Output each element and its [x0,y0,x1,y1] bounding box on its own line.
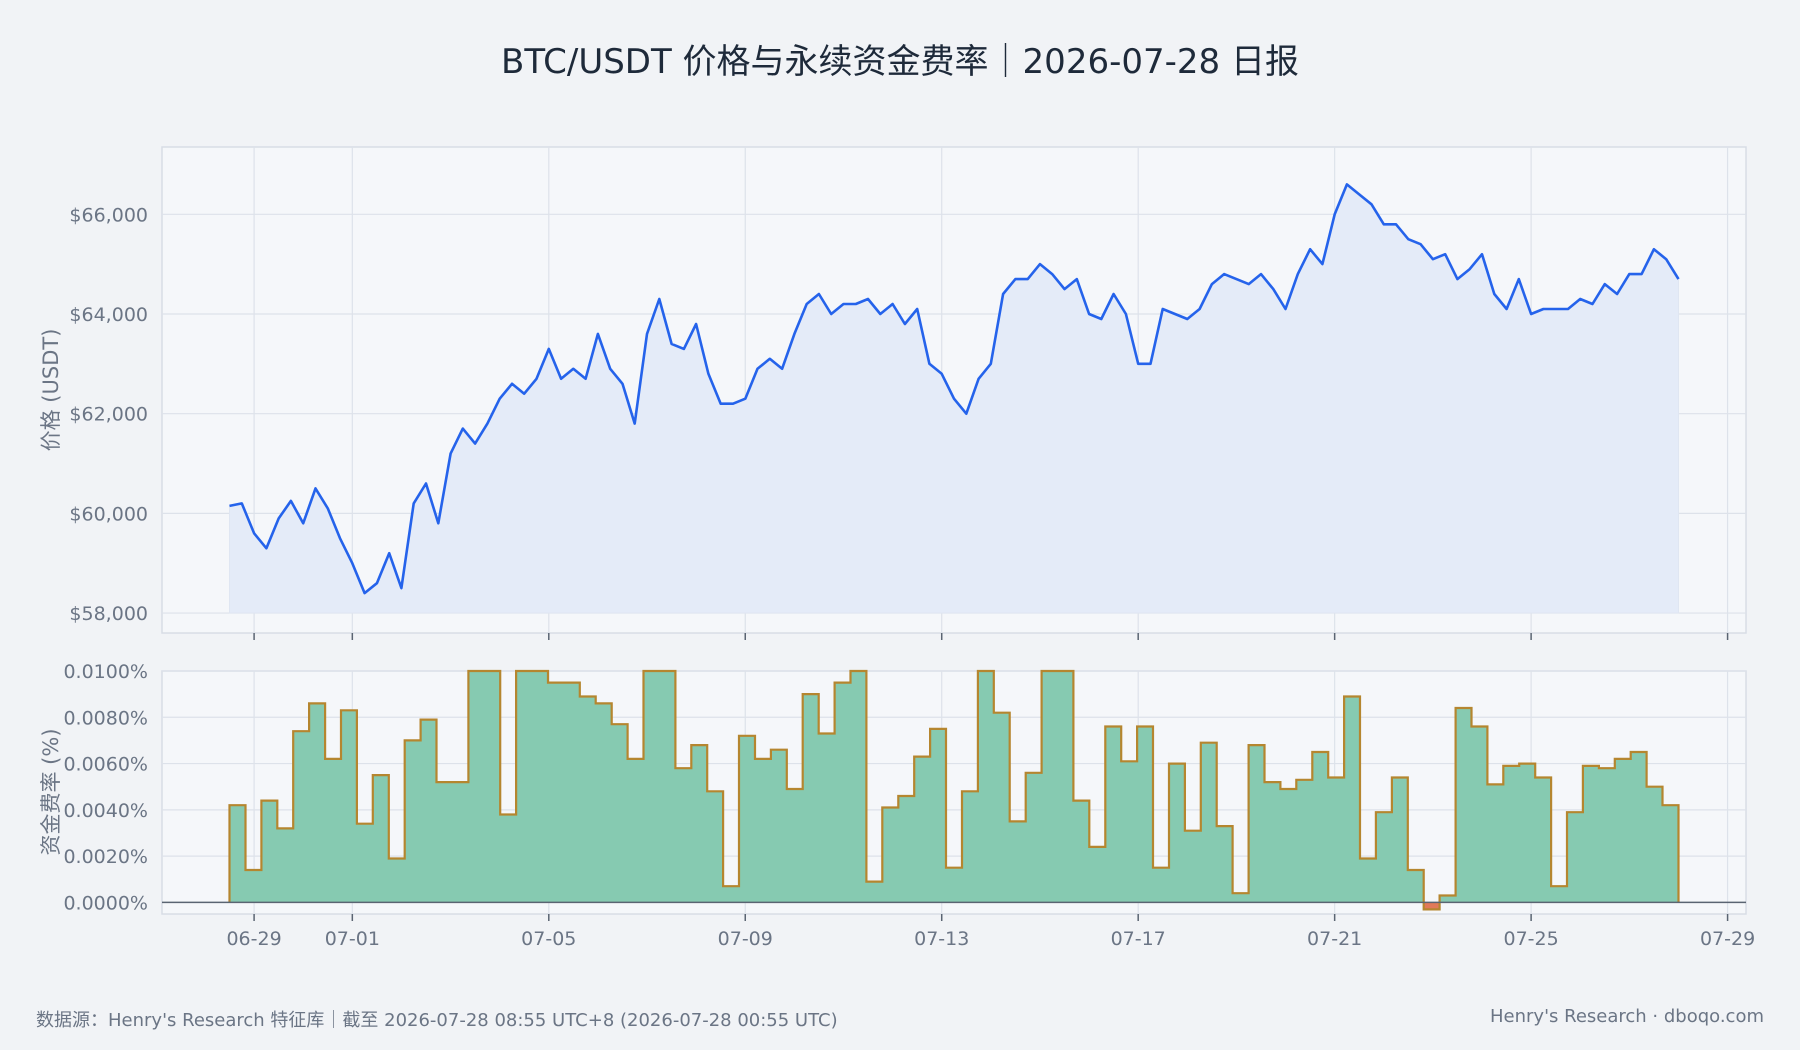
price-y-tick-label: $58,000 [69,603,148,625]
funding-y-axis-label: 资金费率 (%) [39,728,63,855]
funding-x-tick-labels: 06-29 07-01 07-05 07-09 07-13 07-17 07-21 07-25… [226,914,1755,950]
funding-y-tick-label: 0.0020% [63,846,148,868]
funding-x-tick-label: 07-09 [718,928,773,950]
funding-x-tick-label: 07-05 [521,928,576,950]
funding-step-line [228,669,1680,911]
funding-area-fill [229,671,1679,910]
price-y-axis-label: 价格 (USDT) [39,329,63,452]
funding-x-tick-label: 07-13 [914,928,969,950]
funding-y-tick-labels: 0.0000% 0.0020% 0.0040% 0.0060% 0.0080% 0.010… [63,661,148,914]
funding-x-tick-label: 07-25 [1504,928,1559,950]
funding-negative-bars [1423,902,1440,910]
funding-x-tick-label: 07-17 [1111,928,1166,950]
funding-y-tick-label: 0.0100% [63,661,148,683]
funding-negative-bar [1423,902,1440,910]
funding-panel: 0.0000% 0.0020% 0.0040% 0.0060% 0.0080% 0.010… [39,661,1755,950]
funding-y-tick-label: 0.0000% [63,892,148,914]
price-y-tick-label: $66,000 [69,204,148,226]
chart-title: BTC/USDT 价格与永续资金费率｜2026-07-28 日报 [501,42,1299,82]
footer-source: 数据源：Henry's Research 特征库｜截至 2026-07-28 0… [36,1010,838,1031]
price-x-tick-marks [253,633,1729,640]
funding-y-tick-label: 0.0080% [63,707,148,729]
price-y-tick-label: $64,000 [69,304,148,326]
footer-brand: Henry's Research · dboqo.com [1490,1006,1764,1027]
price-panel: $58,000 $60,000 $62,000 $64,000 $66,000 价格 (… [39,146,1747,640]
price-series-line [229,183,1680,595]
funding-x-tick-label: 07-29 [1700,928,1755,950]
funding-y-tick-label: 0.0040% [63,800,148,822]
funding-y-tick-label: 0.0060% [63,754,148,776]
price-y-tick-label: $60,000 [69,503,148,525]
funding-x-tick-label: 07-21 [1307,928,1362,950]
funding-x-tick-label: 07-01 [325,928,380,950]
price-y-tick-labels: $58,000 $60,000 $62,000 $64,000 $66,000 [69,204,148,625]
price-y-tick-label: $62,000 [69,404,148,426]
funding-x-tick-label: 06-29 [226,928,281,950]
